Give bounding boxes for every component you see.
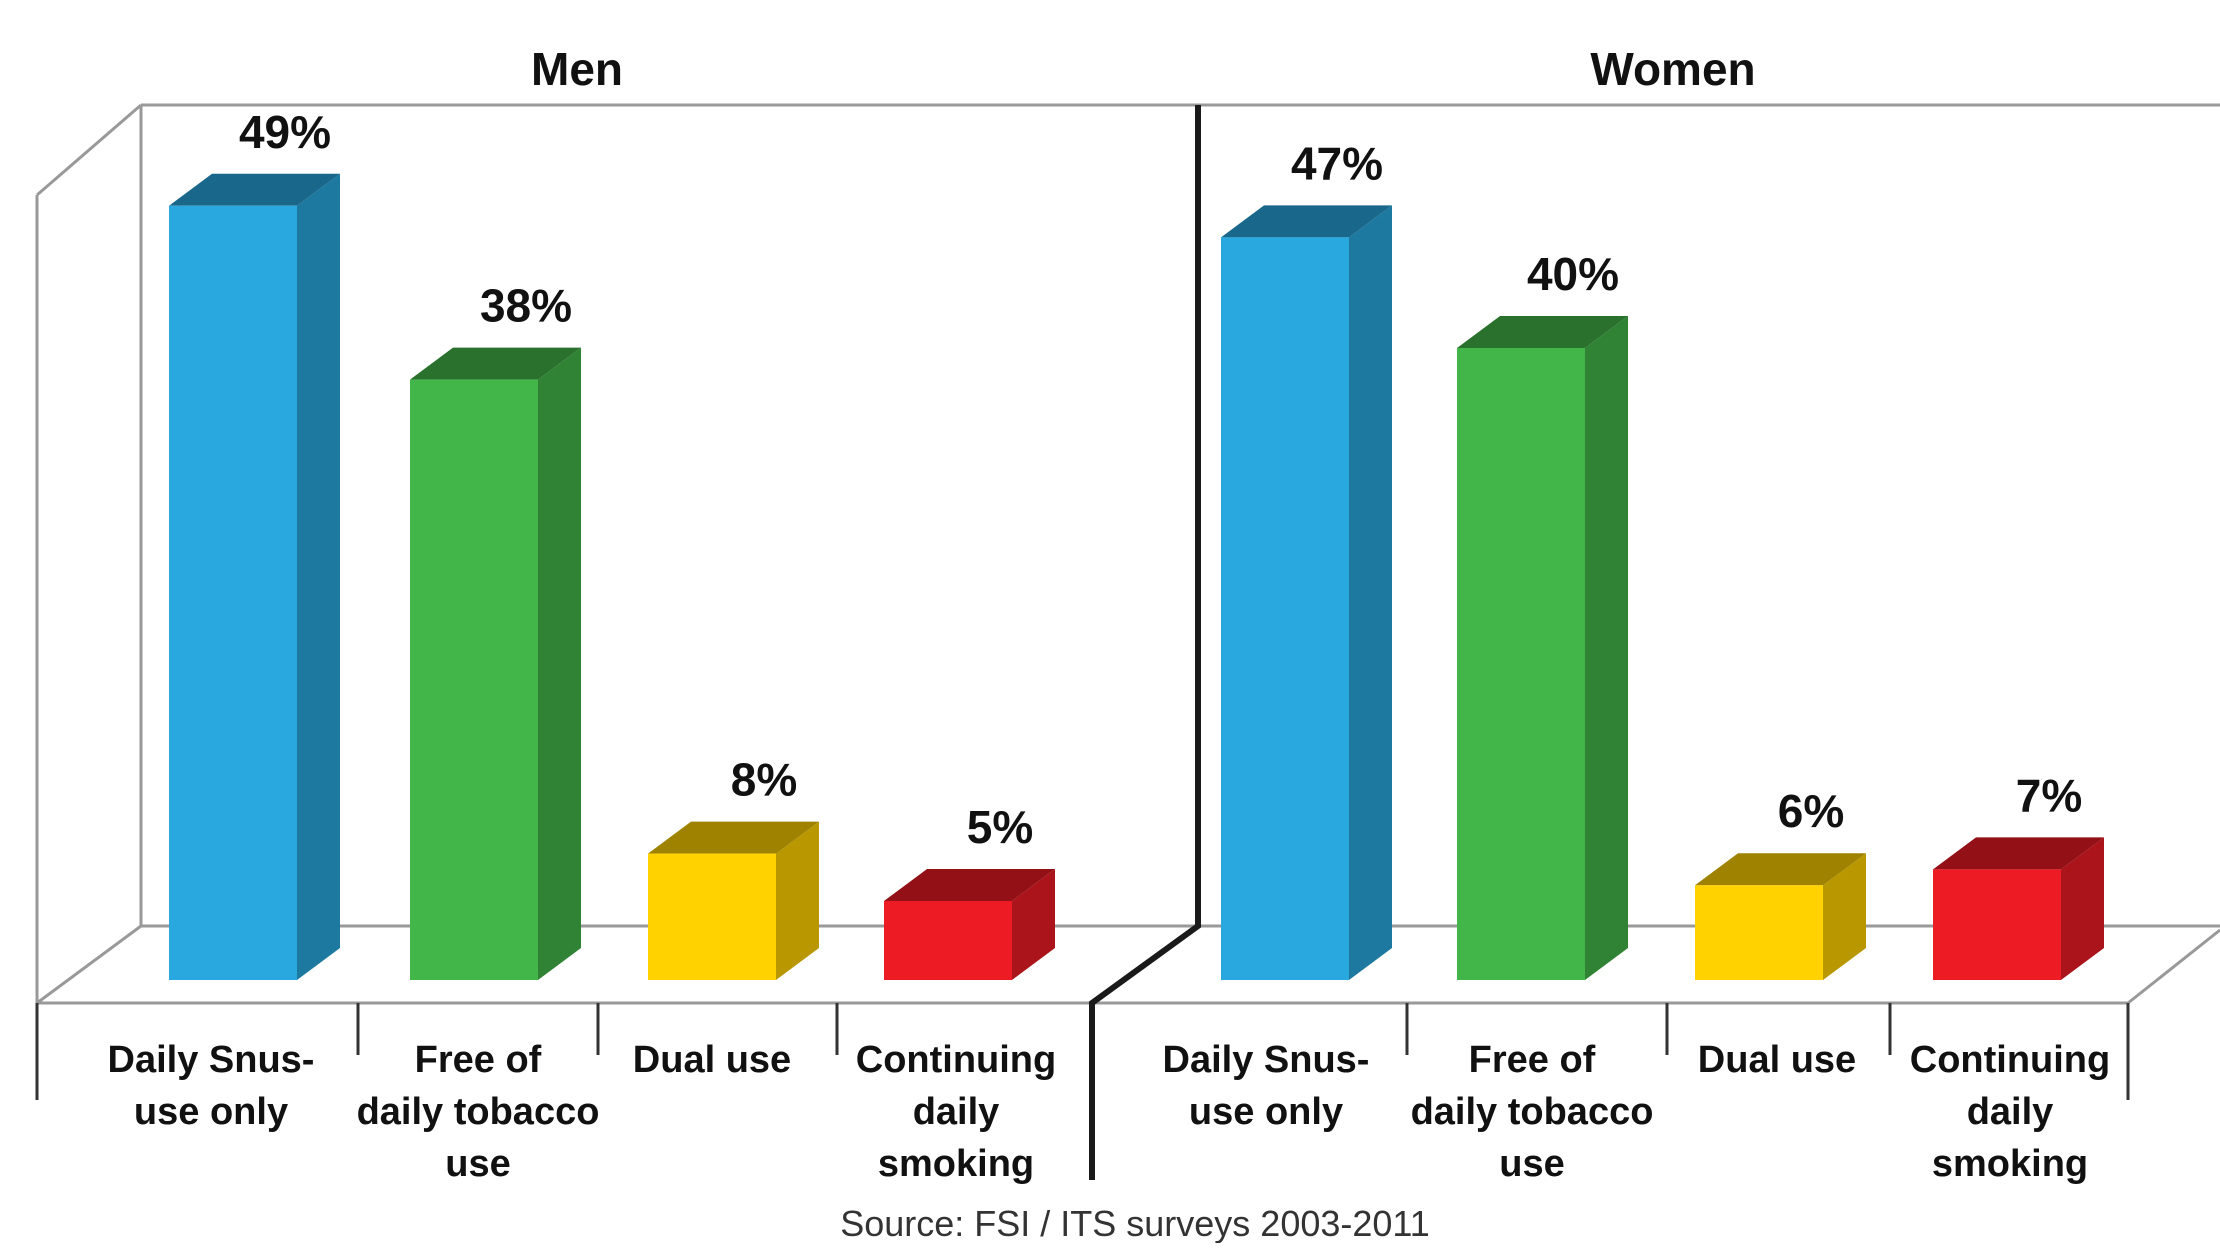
bar-front-face	[1933, 869, 2061, 980]
bar-women-3	[1695, 853, 1866, 980]
value-label: 38%	[480, 280, 572, 332]
side-wall-top	[36, 103, 142, 197]
bar-top-face	[884, 869, 1055, 901]
bar-men-3	[648, 821, 819, 980]
bar-front-face	[169, 205, 297, 981]
panel-separator	[1089, 105, 1201, 1180]
category-label: Free of daily tobacco use	[1411, 1039, 1654, 1185]
bar-front-face	[1695, 885, 1823, 980]
value-label: 49%	[239, 106, 331, 158]
floor-right-edge	[2127, 928, 2220, 1005]
value-label: 40%	[1527, 248, 1619, 300]
bar-men-2	[410, 347, 581, 981]
source-note: Source: FSI / ITS surveys 2003-2011	[840, 1203, 1430, 1243]
bar-top-face	[1933, 837, 2104, 870]
bar-front-face	[884, 901, 1012, 980]
bar-women-4	[1933, 837, 2104, 980]
value-label: 47%	[1291, 137, 1383, 189]
bar-women-1	[1221, 205, 1392, 980]
bar-front-face	[1221, 237, 1349, 980]
bar-women-2	[1457, 316, 1628, 980]
bar-men-4	[884, 869, 1055, 980]
value-label: 6%	[1778, 785, 1844, 837]
floor-left-edge	[36, 924, 142, 1005]
value-label: 7%	[2016, 769, 2082, 821]
value-label: 8%	[731, 754, 797, 806]
category-label: Daily Snus-use only	[1163, 1039, 1370, 1133]
panel-title-men: Men	[531, 43, 623, 95]
bar-side-face	[1585, 316, 1628, 980]
bar-side-face	[297, 173, 340, 981]
category-label: Dual use	[633, 1039, 791, 1081]
bar-front-face	[1457, 348, 1585, 980]
category-label: Free of daily tobacco use	[357, 1039, 600, 1185]
chart-frame	[35, 103, 2220, 1180]
bars-layer	[169, 173, 2104, 981]
category-label: Daily Snus-use only	[108, 1039, 315, 1133]
bar-top-face	[648, 821, 819, 854]
bar-front-face	[648, 853, 776, 980]
category-label: Continuing daily smoking	[856, 1039, 1056, 1185]
bar-top-face	[1221, 205, 1392, 238]
bar-men-1	[169, 173, 340, 981]
value-label: 5%	[967, 801, 1033, 853]
bar-side-face	[1349, 205, 1392, 980]
panel-title-women: Women	[1590, 43, 1755, 95]
bar-side-face	[538, 347, 581, 981]
bar-front-face	[410, 379, 538, 981]
bar-top-face	[1695, 853, 1866, 886]
bar-side-face	[1012, 869, 1055, 980]
bar-top-face	[169, 173, 340, 206]
bar-side-face	[2061, 837, 2104, 980]
bar-side-face	[776, 821, 819, 980]
labels-layer: 49% Daily Snus-use only 38% Free of daily to…	[108, 106, 2111, 1185]
bar-top-face	[410, 347, 581, 380]
category-label: Dual use	[1698, 1039, 1856, 1081]
bar-side-face	[1823, 853, 1866, 980]
bar-top-face	[1457, 316, 1628, 348]
category-label: Continuing daily smoking	[1910, 1039, 2110, 1185]
